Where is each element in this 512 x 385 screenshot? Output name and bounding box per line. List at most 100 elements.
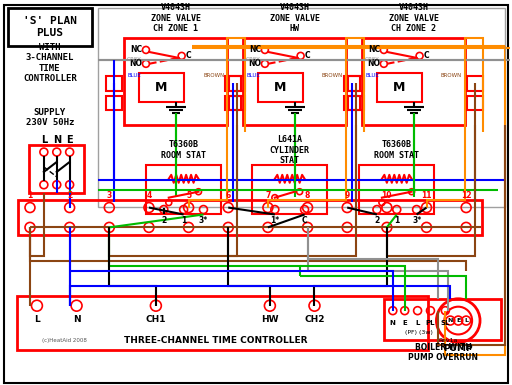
Bar	[377, 73, 421, 102]
Text: SUPPLY
230V 50Hz: SUPPLY 230V 50Hz	[26, 108, 74, 127]
Text: WITH
3-CHANNEL
TIME
CONTROLLER: WITH 3-CHANNEL TIME CONTROLLER	[23, 43, 77, 83]
Bar	[258, 73, 303, 102]
Text: GREY: GREY	[246, 57, 261, 62]
Text: N: N	[447, 318, 453, 323]
Text: (PF) (3w): (PF) (3w)	[404, 330, 433, 335]
Text: C: C	[305, 51, 310, 60]
Bar	[344, 76, 360, 90]
Text: NC: NC	[130, 45, 142, 54]
Bar	[17, 296, 429, 350]
Text: 2: 2	[374, 216, 379, 225]
Text: ORANGE: ORANGE	[320, 45, 343, 50]
Text: 4: 4	[146, 191, 152, 200]
Text: SL: SL	[441, 320, 450, 326]
Bar	[384, 299, 501, 340]
Text: M: M	[273, 81, 286, 94]
Text: E: E	[456, 318, 460, 323]
Bar	[106, 95, 122, 110]
Bar	[344, 95, 360, 110]
Text: 8: 8	[305, 191, 310, 200]
Text: BLUE: BLUE	[365, 73, 379, 78]
Text: NO: NO	[130, 59, 142, 68]
Bar	[106, 76, 122, 90]
Text: PUMP: PUMP	[443, 344, 473, 353]
Text: M: M	[155, 81, 167, 94]
Text: N: N	[390, 320, 396, 326]
Bar	[146, 165, 221, 214]
Text: CH1: CH1	[145, 315, 166, 324]
Bar	[348, 76, 364, 90]
Text: E: E	[67, 135, 73, 145]
Text: T6360B
ROOM STAT: T6360B ROOM STAT	[161, 141, 206, 160]
Text: BROWN: BROWN	[441, 73, 462, 78]
Text: N: N	[53, 135, 61, 145]
Text: Rev1a: Rev1a	[439, 338, 458, 343]
Text: V4043H
ZONE VALVE
CH ZONE 1: V4043H ZONE VALVE CH ZONE 1	[151, 3, 201, 33]
Text: BLUE: BLUE	[246, 73, 260, 78]
Bar	[467, 76, 483, 90]
Text: 11: 11	[421, 191, 432, 200]
Text: BROWN: BROWN	[322, 73, 343, 78]
Text: 2: 2	[161, 216, 166, 225]
Text: 1: 1	[181, 216, 186, 225]
Bar	[225, 95, 241, 110]
Text: L: L	[34, 315, 40, 324]
Bar	[8, 8, 93, 46]
Text: NO: NO	[248, 59, 262, 68]
Bar	[362, 38, 465, 125]
Text: GREY: GREY	[127, 57, 142, 62]
Text: L: L	[464, 318, 468, 323]
Text: THREE-CHANNEL TIME CONTROLLER: THREE-CHANNEL TIME CONTROLLER	[123, 336, 307, 345]
Text: E: E	[402, 320, 407, 326]
Text: L: L	[415, 320, 420, 326]
Text: NC: NC	[368, 45, 380, 54]
Text: C: C	[186, 51, 191, 60]
Text: 10: 10	[381, 191, 392, 200]
Text: 3: 3	[106, 191, 112, 200]
Text: ORANGE: ORANGE	[201, 45, 224, 50]
Bar	[225, 76, 241, 90]
Text: 1*: 1*	[270, 216, 280, 225]
Bar	[467, 95, 483, 110]
Text: 9: 9	[345, 191, 350, 200]
Text: C: C	[302, 216, 307, 225]
Text: HW: HW	[261, 315, 279, 324]
Text: BLUE: BLUE	[127, 73, 141, 78]
Bar	[229, 76, 245, 90]
Text: 6: 6	[226, 191, 231, 200]
Bar	[29, 145, 83, 192]
Text: NC: NC	[249, 45, 261, 54]
Text: ORANGE: ORANGE	[439, 45, 462, 50]
Text: 1: 1	[27, 191, 33, 200]
Bar	[229, 95, 245, 110]
Text: T6360B
ROOM STAT: T6360B ROOM STAT	[374, 141, 419, 160]
Text: 3*: 3*	[412, 216, 421, 225]
Text: BOILER WITH
PUMP OVERRUN: BOILER WITH PUMP OVERRUN	[409, 343, 478, 362]
Text: 2: 2	[67, 191, 72, 200]
Text: 3*: 3*	[199, 216, 208, 225]
Bar	[139, 73, 184, 102]
Bar	[18, 200, 482, 235]
Bar	[243, 38, 346, 125]
Text: 5: 5	[186, 191, 191, 200]
Text: M: M	[393, 81, 405, 94]
Text: V4043H
ZONE VALVE
CH ZONE 2: V4043H ZONE VALVE CH ZONE 2	[389, 3, 439, 33]
Bar	[348, 95, 364, 110]
Bar	[98, 8, 505, 207]
Text: CH2: CH2	[304, 315, 325, 324]
Text: C: C	[424, 51, 430, 60]
Bar	[124, 38, 227, 125]
Bar	[252, 165, 327, 214]
Text: N: N	[73, 315, 80, 324]
Text: 12: 12	[461, 191, 472, 200]
Text: GREY: GREY	[365, 57, 380, 62]
Text: (c)HeatAid 2008: (c)HeatAid 2008	[42, 338, 87, 343]
Text: 'S' PLAN
PLUS: 'S' PLAN PLUS	[23, 16, 77, 38]
Text: 7: 7	[265, 191, 270, 200]
Bar	[359, 165, 435, 214]
Text: V4043H
ZONE VALVE
HW: V4043H ZONE VALVE HW	[270, 3, 319, 33]
Text: PL: PL	[425, 320, 435, 326]
Text: L641A
CYLINDER
STAT: L641A CYLINDER STAT	[270, 135, 310, 165]
Text: L: L	[41, 135, 47, 145]
Text: 1: 1	[394, 216, 399, 225]
